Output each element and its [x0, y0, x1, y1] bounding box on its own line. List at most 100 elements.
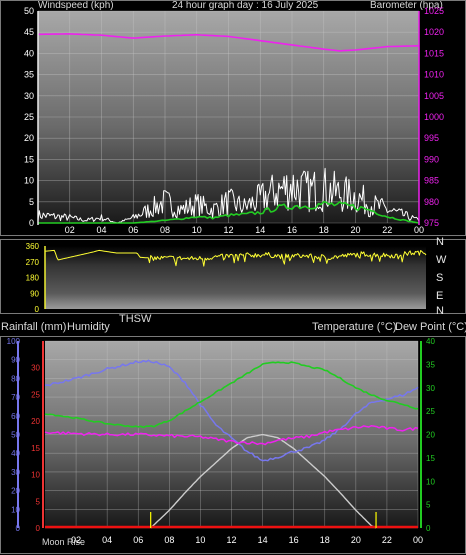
- moon-rise-label: Moon Rise: [42, 537, 86, 547]
- humidity-y-tick-label: 80: [11, 374, 20, 383]
- wind-y-tick-label: 35: [24, 70, 34, 80]
- wind-x-tick-label: 10: [192, 225, 202, 235]
- dewpoint-axis-title: Dew Point (°C): [395, 321, 466, 333]
- wind-x-tick-label: 08: [160, 225, 170, 235]
- temperature-line: [44, 361, 418, 429]
- barometer-line: [38, 33, 420, 52]
- compass-label-e: E: [436, 290, 443, 302]
- temp-x-tick-label: 16: [289, 535, 299, 545]
- wind-x-tick-label: 16: [287, 225, 297, 235]
- wind-x-tick-label: 00: [414, 225, 424, 235]
- rainfall-y-tick-label: 25: [31, 390, 40, 399]
- wind-direction-line: [44, 249, 427, 267]
- wind-x-tick-label: 12: [223, 225, 233, 235]
- humidity-y-tick-label: 90: [11, 356, 20, 365]
- temp-x-tick-label: 20: [351, 535, 361, 545]
- temperature-axis-title: Temperature (°C): [312, 321, 397, 333]
- humidity-y-tick-label: 20: [11, 487, 20, 496]
- rainfall-y-tick-label: 10: [31, 471, 40, 480]
- humidity-line: [44, 359, 419, 462]
- temp-x-tick-label: 06: [133, 535, 143, 545]
- wind-x-tick-label: 22: [382, 225, 392, 235]
- humidity-axis-title: Humidity: [67, 321, 110, 333]
- wind-axes: 0510152025303540455097598098599099510001…: [24, 6, 444, 235]
- barometer-y-tick-label: 1015: [424, 48, 444, 58]
- humidity-y-tick-label: 60: [11, 412, 20, 421]
- humidity-y-tick-label: 30: [11, 468, 20, 477]
- thsw-label: THSW: [119, 313, 152, 325]
- humidity-y-tick-label: 70: [11, 393, 20, 402]
- rainfall-y-tick-label: 30: [31, 364, 40, 373]
- wind-series-layer: [37, 33, 420, 224]
- barometer-y-tick-label: 1025: [424, 6, 444, 16]
- temperature-y-tick-label: 20: [426, 431, 435, 440]
- wind-x-tick-label: 04: [96, 225, 106, 235]
- wind-y-tick-label: 30: [24, 91, 34, 101]
- wind-average-line: [38, 200, 420, 224]
- wind-y-tick-label: 10: [24, 176, 34, 186]
- barometer-y-tick-label: 975: [424, 218, 439, 228]
- chart-title: 24 hour graph day : 16 July 2025: [172, 0, 319, 11]
- humidity-y-tick-label: 40: [11, 449, 20, 458]
- temp-x-tick-label: 04: [102, 535, 112, 545]
- direction-series-layer: [44, 249, 427, 267]
- temp-x-tick-label: 10: [195, 535, 205, 545]
- temp-x-tick-label: 02: [71, 535, 81, 545]
- direction-y-tick-label: 90: [30, 289, 39, 298]
- barometer-y-tick-label: 995: [424, 133, 439, 143]
- wind-y-tick-label: 20: [24, 133, 34, 143]
- temp-x-tick-label: 00: [413, 535, 423, 545]
- barometer-y-tick-label: 1000: [424, 112, 444, 122]
- wind-y-tick-label: 0: [29, 218, 34, 228]
- wind-x-tick-label: 20: [350, 225, 360, 235]
- temperature-y-tick-label: 0: [426, 524, 431, 533]
- temperature-y-tick-label: 5: [426, 501, 431, 510]
- rainfall-y-tick-label: 5: [36, 497, 41, 506]
- compass-label-w: W: [436, 254, 447, 266]
- barometer-y-tick-label: 990: [424, 154, 439, 164]
- rainfall-y-tick-label: 15: [31, 444, 40, 453]
- temperature-y-tick-label: 25: [426, 407, 435, 416]
- wind-x-tick-label: 02: [65, 225, 75, 235]
- temperature-y-tick-label: 10: [426, 477, 435, 486]
- wind-y-tick-label: 40: [24, 48, 34, 58]
- temperature-y-tick-label: 35: [426, 360, 435, 369]
- direction-y-tick-label: 180: [26, 274, 40, 283]
- humidity-y-tick-label: 0: [16, 524, 21, 533]
- direction-y-tick-label: 360: [26, 242, 40, 251]
- barometer-axis-title: Barometer (hpa): [370, 0, 443, 11]
- direction-y-tick-label: 0: [35, 305, 40, 314]
- windspeed-axis-title: Windspeed (kph): [38, 0, 114, 11]
- humidity-y-tick-label: 50: [11, 431, 20, 440]
- barometer-y-tick-label: 980: [424, 197, 439, 207]
- wind-y-tick-label: 15: [24, 154, 34, 164]
- rainfall-y-tick-label: 20: [31, 417, 40, 426]
- wind-x-tick-label: 06: [128, 225, 138, 235]
- wind-y-tick-label: 25: [24, 112, 34, 122]
- compass-label-n: N: [436, 305, 444, 317]
- temperature-y-tick-label: 30: [426, 384, 435, 393]
- dew-point-line: [44, 424, 419, 446]
- compass-label-n: N: [436, 236, 444, 248]
- barometer-y-tick-label: 1010: [424, 70, 444, 80]
- sun-curve-line: [150, 434, 377, 529]
- temp-x-tick-label: 14: [258, 535, 268, 545]
- temperature-series-layer: [44, 359, 419, 529]
- rainfall-y-tick-label: 0: [36, 524, 41, 533]
- barometer-y-tick-label: 985: [424, 176, 439, 186]
- rainfall-axis-title: Rainfall (mm): [1, 321, 67, 333]
- wind-y-tick-label: 50: [24, 6, 34, 16]
- temp-x-tick-label: 12: [226, 535, 236, 545]
- barometer-y-tick-label: 1005: [424, 91, 444, 101]
- barometer-y-tick-label: 1020: [424, 27, 444, 37]
- humidity-y-tick-label: 100: [7, 337, 21, 346]
- wind-y-tick-label: 45: [24, 27, 34, 37]
- temp-x-tick-label: 18: [320, 535, 330, 545]
- temp-x-tick-label: 08: [164, 535, 174, 545]
- wind-x-tick-label: 14: [255, 225, 265, 235]
- compass-label-s: S: [436, 272, 443, 284]
- temperature-y-tick-label: 40: [426, 337, 435, 346]
- wind-y-tick-label: 5: [29, 197, 34, 207]
